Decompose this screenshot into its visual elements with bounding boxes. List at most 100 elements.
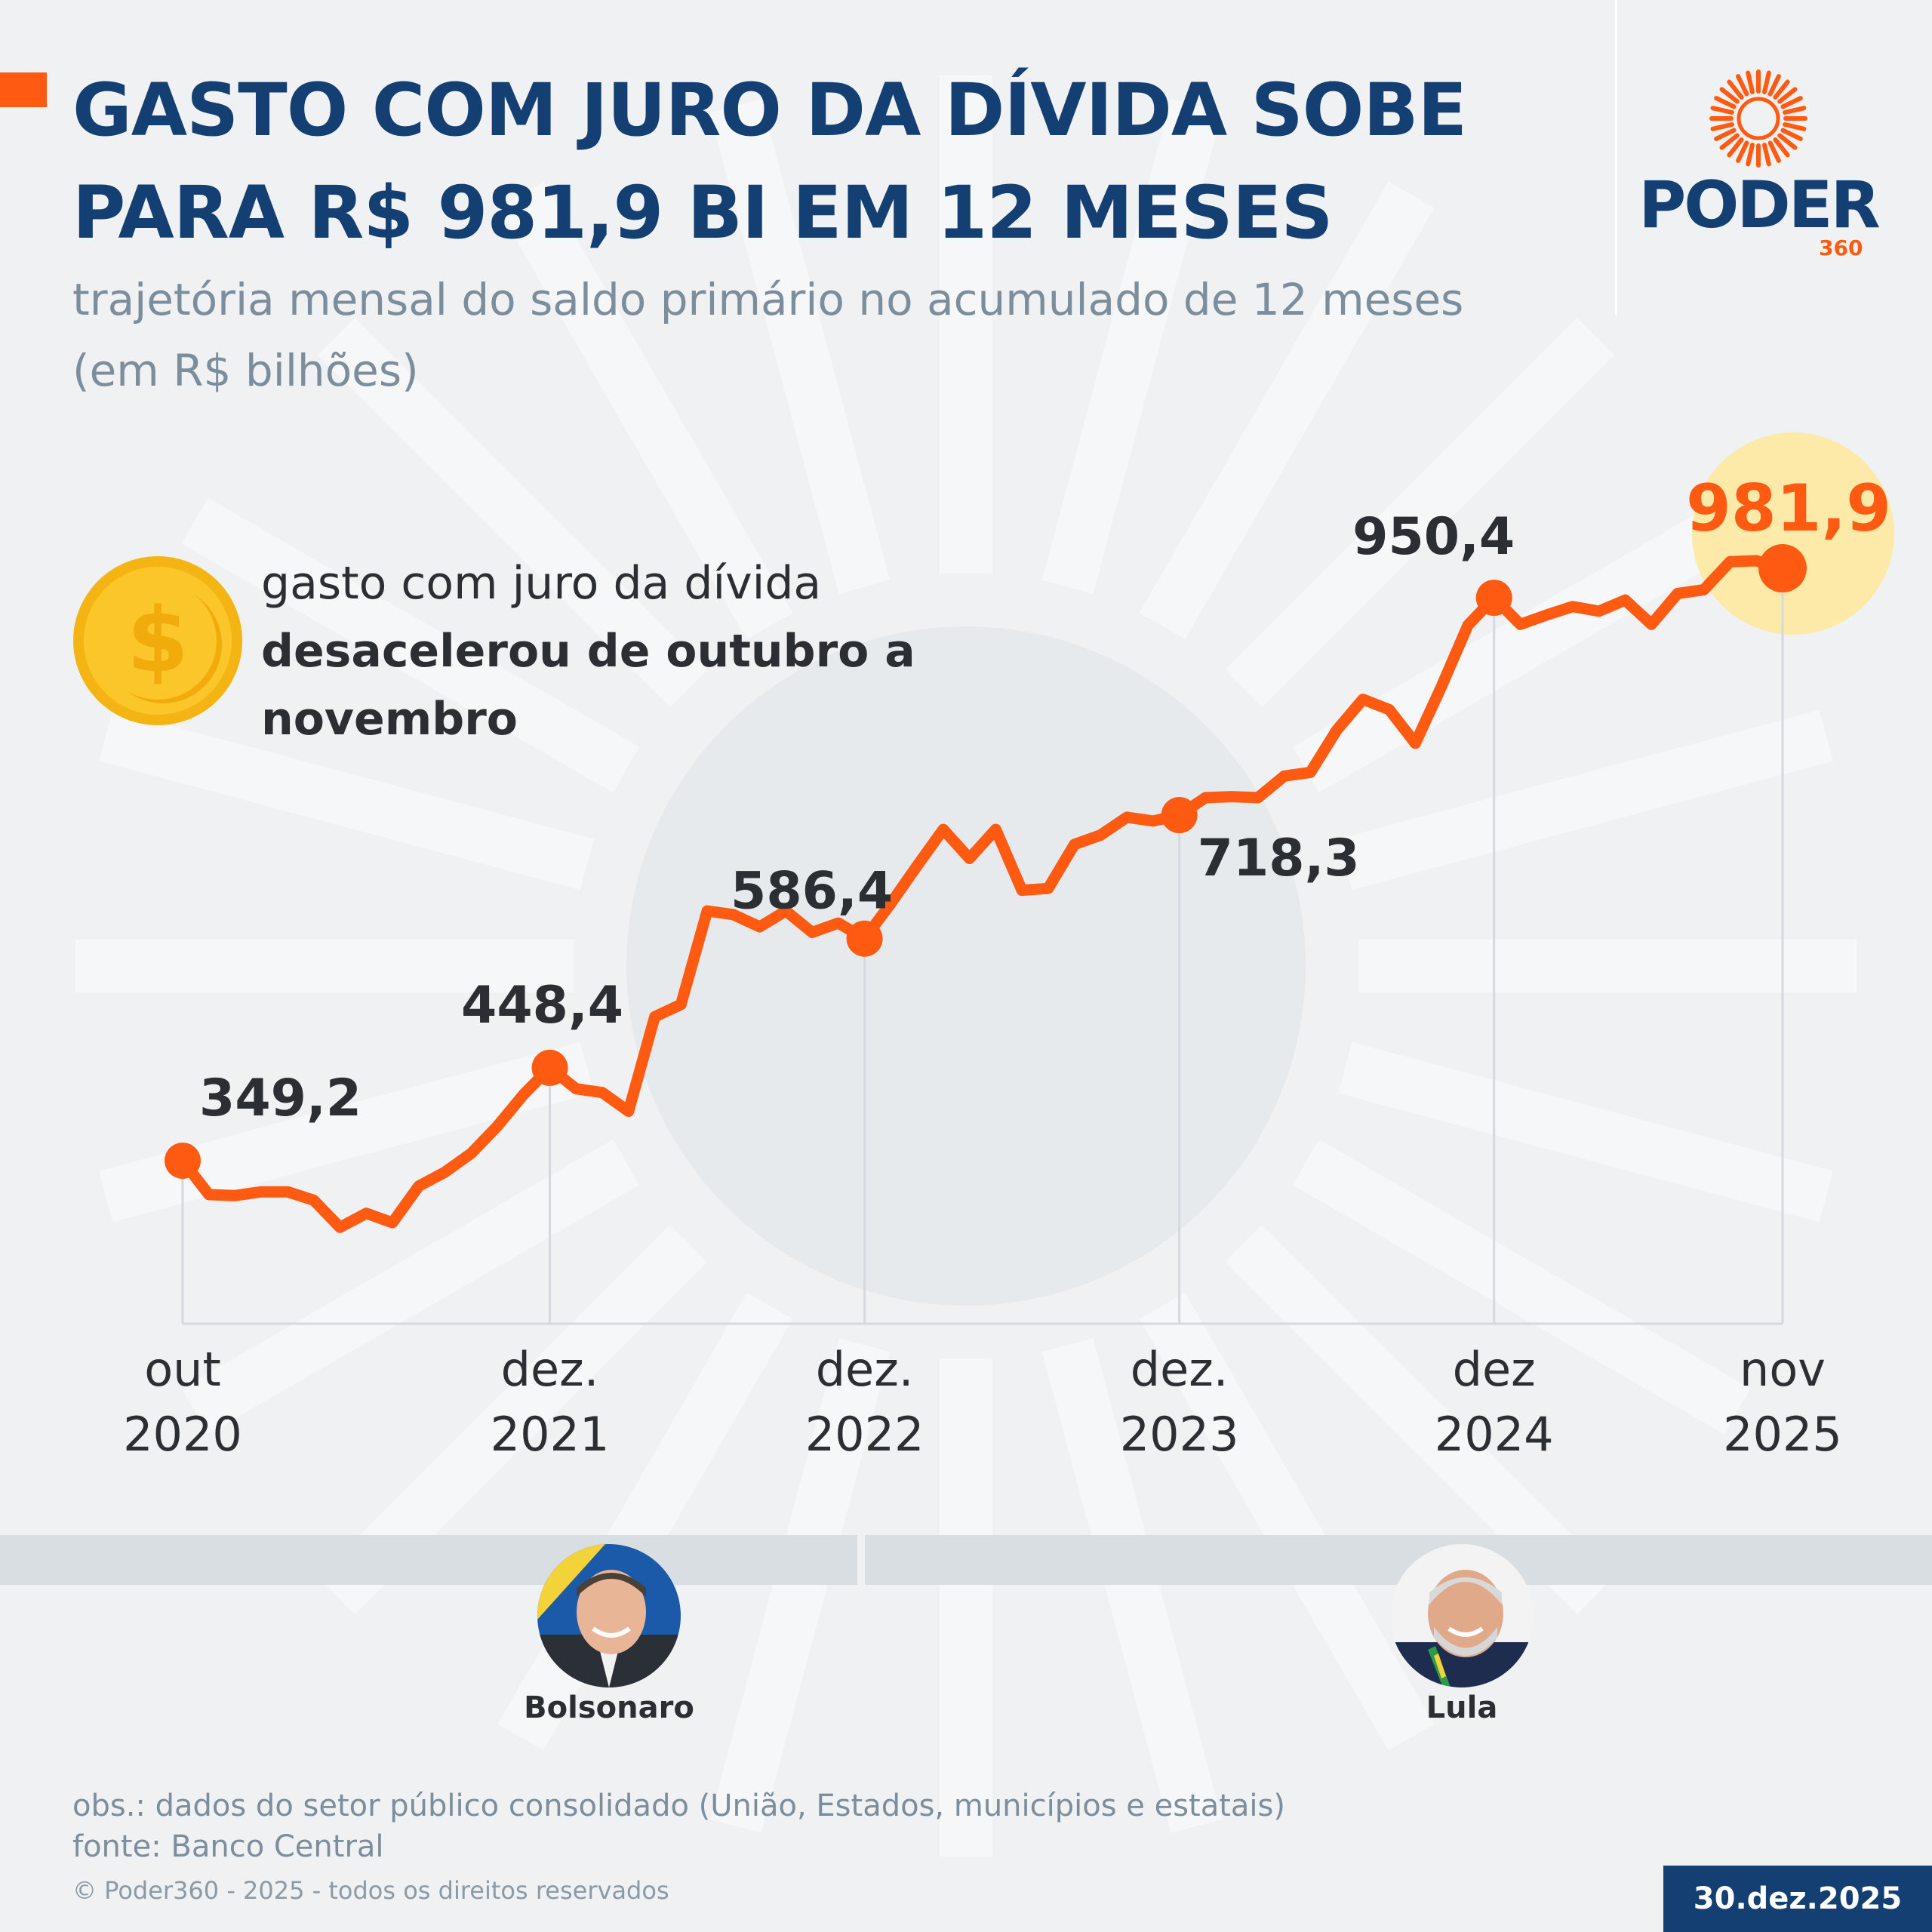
x-tick-label-year: 2020: [123, 1407, 242, 1462]
data-label: 349,2: [199, 1069, 361, 1128]
background-ray: [1224, 317, 1615, 708]
copyright-text: © Poder360 - 2025 - todos os direitos re…: [72, 1876, 669, 1905]
logo-ray: [1762, 143, 1771, 167]
x-tick-label-year: 2023: [1119, 1407, 1239, 1462]
background-ray: [1041, 99, 1223, 594]
logo-ray: [1762, 70, 1771, 94]
x-tick-label-month: dez: [1452, 1342, 1536, 1397]
data-label: 718,3: [1198, 829, 1360, 888]
highlight-marker: [846, 920, 883, 957]
background-ray: [1224, 1224, 1615, 1615]
data-label: 981,9: [1686, 471, 1891, 546]
x-tick-label-year: 2022: [804, 1407, 924, 1462]
background-ray: [181, 1139, 640, 1435]
background-ray: [1139, 181, 1435, 640]
background-ray: [940, 1358, 992, 1857]
highlight-bubble: [1692, 432, 1894, 635]
x-tick-label: dez. 2023: [1066, 1337, 1293, 1467]
president-name-bolsonaro: Bolsonaro: [524, 1690, 694, 1725]
logo-ray: [1746, 143, 1755, 167]
logo-ray: [1727, 79, 1744, 100]
footnote-obs: obs.: dados do setor público consolidado…: [72, 1789, 1285, 1823]
data-label: 448,4: [461, 976, 623, 1035]
callout-text: gasto com juro da dívida desacelerou de …: [261, 549, 986, 753]
logo-ray: [1780, 96, 1803, 109]
data-label: 586,4: [731, 862, 893, 921]
title-accent-bar: [0, 72, 47, 107]
background-ray: [99, 1041, 594, 1223]
footnote-source: fonte: Banco Central: [72, 1829, 384, 1864]
logo-ray: [1767, 74, 1781, 97]
logo-ray: [1767, 140, 1781, 163]
highlight-marker: [165, 1143, 201, 1179]
x-tick-label-year: 2021: [490, 1407, 610, 1462]
background-ray: [709, 99, 891, 594]
background-ray: [1338, 709, 1833, 891]
poder360-sun-logo-icon: [1709, 69, 1807, 168]
band-lula: [865, 1535, 1932, 1585]
logo-ray: [1710, 122, 1734, 131]
logo-ray: [1773, 137, 1790, 158]
lula-avatar: [1390, 1544, 1534, 1687]
logo-ray: [1773, 79, 1790, 100]
date-badge: 30.dez.2025: [1663, 1866, 1932, 1932]
background-ray: [1358, 940, 1857, 992]
logo-ray: [1783, 122, 1807, 131]
x-tick-label-month: dez.: [1130, 1342, 1229, 1397]
logo-ray: [1736, 74, 1749, 97]
logo-wordmark: PODER: [1638, 168, 1881, 243]
background-ray: [1292, 497, 1751, 793]
highlight-marker: [1161, 797, 1198, 834]
x-tick-label-year: 2025: [1723, 1407, 1842, 1462]
logo-ray: [1727, 137, 1744, 158]
page-subtitle: trajetória mensal do saldo primário no a…: [72, 274, 1464, 396]
president-name-lula: Lula: [1426, 1690, 1498, 1725]
background-ray: [497, 181, 793, 640]
band-bolsonaro: [0, 1535, 857, 1585]
logo-ray: [1736, 140, 1749, 163]
logo-ray: [1780, 128, 1803, 141]
background-ray: [1041, 1338, 1223, 1833]
coin-dollar-icon: $: [73, 556, 242, 725]
logo-ray: [1746, 70, 1755, 94]
x-tick-label-month: out: [144, 1342, 221, 1397]
logo-ray: [1710, 106, 1734, 115]
background-ray: [75, 940, 574, 992]
background-ray: [99, 709, 594, 891]
background-ray: [940, 75, 992, 574]
logo-ray: [1777, 133, 1798, 150]
logo-ray: [1719, 133, 1740, 150]
highlight-marker: [531, 1049, 568, 1086]
x-tick-label-month: dez.: [815, 1342, 914, 1397]
callout-line-1: gasto com juro da dívida: [261, 557, 822, 610]
x-tick-label: dez 2024: [1381, 1337, 1607, 1467]
background-sun-core: [626, 626, 1306, 1306]
background-ray: [1292, 1139, 1751, 1435]
background-ray: [1139, 1292, 1435, 1751]
highlight-marker: [1758, 544, 1807, 592]
data-label: 950,4: [1352, 507, 1515, 567]
x-tick-label: dez. 2021: [437, 1337, 663, 1467]
background-ray: [317, 317, 708, 708]
logo-ray: [1783, 106, 1807, 115]
background-ray: [181, 497, 640, 793]
background-ray: [317, 1224, 708, 1615]
background-ray: [1338, 1041, 1833, 1223]
svg-text:$: $: [127, 588, 189, 692]
logo-ray: [1719, 87, 1740, 104]
callout-line-2: desacelerou de outubro a novembro: [261, 625, 915, 746]
bolsonaro-avatar: [537, 1544, 681, 1687]
logo-core: [1737, 97, 1780, 140]
x-tick-label: dez. 2022: [752, 1337, 978, 1467]
x-tick-label: out 2020: [69, 1337, 296, 1467]
x-tick-label-month: dez.: [500, 1342, 599, 1397]
logo-suffix: 360: [1819, 235, 1863, 260]
page-title: GASTO COM JURO DA DÍVIDA SOBE PARA R$ 98…: [72, 68, 1467, 255]
logo-ray: [1777, 87, 1798, 104]
logo-ray: [1714, 96, 1737, 109]
header-divider: [1615, 0, 1617, 315]
background-ray: [709, 1338, 891, 1833]
highlight-marker: [1475, 580, 1512, 617]
